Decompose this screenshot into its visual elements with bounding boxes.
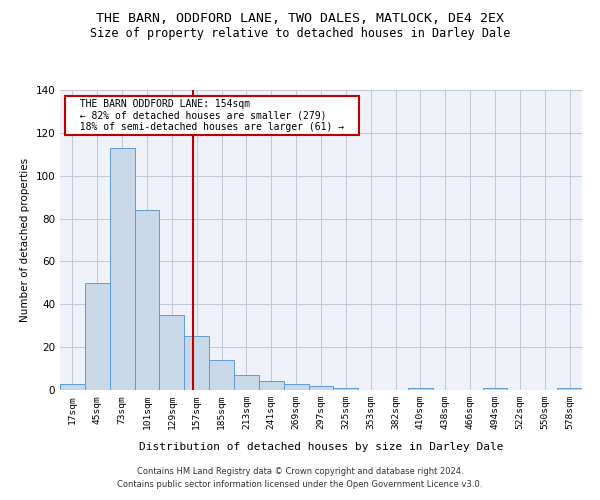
Bar <box>482 388 508 390</box>
Bar <box>259 382 284 390</box>
Bar <box>110 148 134 390</box>
Bar <box>308 386 334 390</box>
Text: Size of property relative to detached houses in Darley Dale: Size of property relative to detached ho… <box>90 28 510 40</box>
Bar <box>209 360 234 390</box>
Bar <box>85 283 110 390</box>
Bar <box>160 315 184 390</box>
Bar <box>557 388 582 390</box>
Bar <box>234 375 259 390</box>
Text: THE BARN, ODDFORD LANE, TWO DALES, MATLOCK, DE4 2EX: THE BARN, ODDFORD LANE, TWO DALES, MATLO… <box>96 12 504 26</box>
Bar <box>60 384 85 390</box>
Y-axis label: Number of detached properties: Number of detached properties <box>20 158 30 322</box>
Text: Contains public sector information licensed under the Open Government Licence v3: Contains public sector information licen… <box>118 480 482 489</box>
Text: THE BARN ODDFORD LANE: 154sqm  
  ← 82% of detached houses are smaller (279)  
 : THE BARN ODDFORD LANE: 154sqm ← 82% of d… <box>68 99 356 132</box>
Bar <box>334 388 358 390</box>
Text: Contains HM Land Registry data © Crown copyright and database right 2024.: Contains HM Land Registry data © Crown c… <box>137 467 463 476</box>
Text: Distribution of detached houses by size in Darley Dale: Distribution of detached houses by size … <box>139 442 503 452</box>
Bar <box>134 210 160 390</box>
Bar <box>184 336 209 390</box>
Bar <box>408 388 433 390</box>
Bar <box>284 384 308 390</box>
